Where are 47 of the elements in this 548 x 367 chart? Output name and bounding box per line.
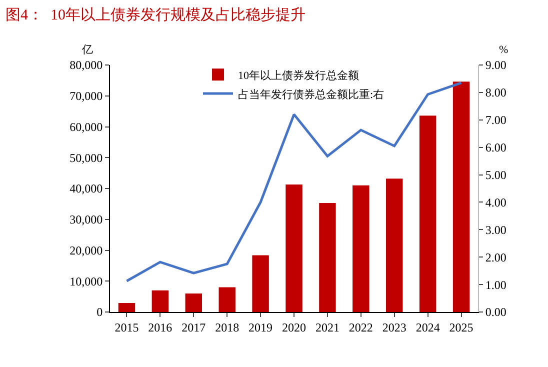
bar [152, 290, 169, 312]
y2-tick-label: 5.00 [485, 168, 506, 182]
x-tick-label: 2024 [416, 320, 440, 334]
y2-tick-label: 1.00 [485, 278, 506, 292]
x-tick-label: 2015 [114, 320, 139, 334]
y-tick-label: 70,000 [70, 89, 103, 104]
y2-tick-label: 2.00 [485, 250, 506, 264]
bar [185, 293, 202, 312]
y2-tick-label: 3.00 [485, 222, 506, 237]
legend-label: 占当年发行债券总金额比重:右 [238, 88, 384, 101]
y2-tick-label: 4.00 [485, 195, 506, 210]
bar [386, 178, 403, 312]
x-tick-label: 2017 [182, 320, 206, 334]
y2-tick-label: 9.00 [485, 58, 506, 72]
x-tick-label: 2019 [248, 320, 273, 334]
x-tick-label: 2023 [382, 320, 406, 334]
y2-tick-label: 0.00 [485, 305, 506, 320]
line-series [125, 82, 463, 282]
y-tick-label: 80,000 [70, 58, 103, 72]
bar [452, 82, 470, 312]
bar [118, 303, 136, 312]
bar [319, 203, 336, 312]
x-tick-label: 2021 [315, 320, 340, 334]
y2-tick-label: 7.00 [485, 113, 506, 128]
x-tick-label: 2025 [449, 320, 474, 334]
y-tick-label: 0 [96, 305, 103, 320]
y2-tick-label: 8.00 [485, 86, 506, 100]
bar [419, 116, 436, 312]
y-tick-label: 40,000 [70, 182, 103, 196]
y-axis-title: 亿 [81, 44, 93, 56]
y-tick-label: 20,000 [70, 243, 103, 258]
y2-tick-label: 6.00 [485, 140, 506, 155]
y-tick-label: 10,000 [70, 274, 103, 288]
y-tick-label: 60,000 [70, 120, 103, 134]
x-tick-label: 2018 [215, 320, 240, 334]
chart-title: 图4： 10年以上债券发行规模及占比稳步提升 [5, 6, 306, 24]
bar [352, 185, 370, 312]
bar [286, 184, 302, 312]
x-tick-label: 2022 [348, 320, 373, 334]
legend-label: 10年以上债券发行总金额 [238, 68, 359, 82]
y-tick-label: 50,000 [70, 150, 103, 165]
y2-axis-title: % [499, 44, 508, 56]
bar [252, 255, 269, 312]
x-tick-label: 2020 [282, 320, 306, 334]
y-tick-label: 30,000 [70, 212, 103, 227]
bar [218, 287, 236, 312]
x-tick-label: 2016 [148, 320, 172, 334]
